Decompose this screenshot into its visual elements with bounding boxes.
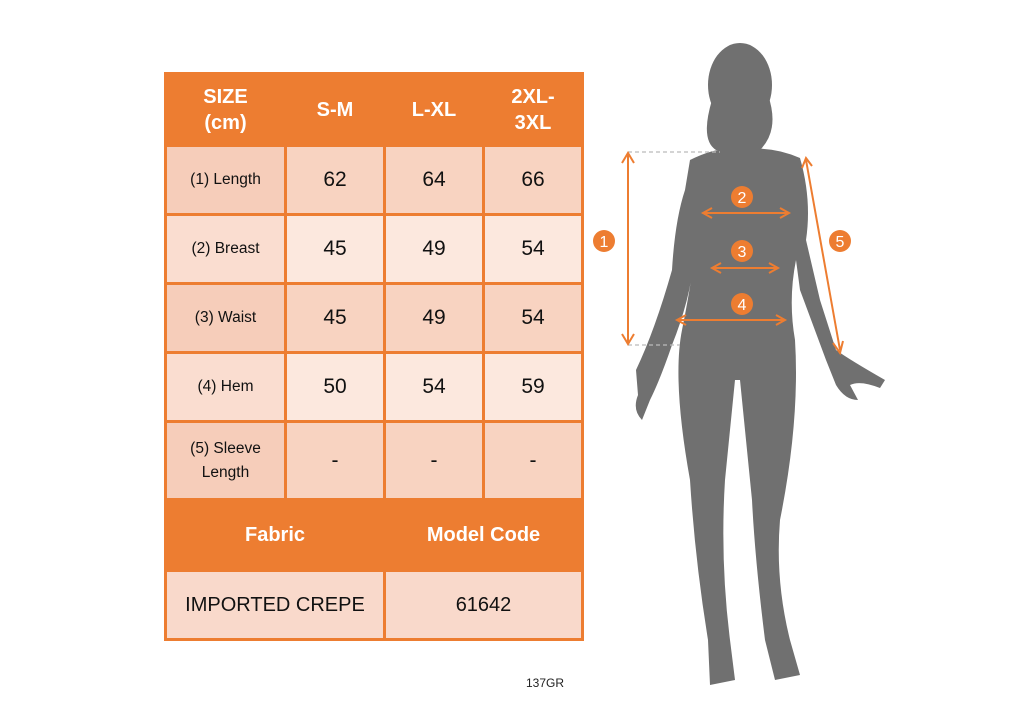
header-l-xl: L-XL: [383, 72, 485, 147]
table-row: (2) Breast 45 49 54: [164, 213, 584, 285]
cell: -: [284, 420, 386, 501]
table-row: (5) Sleeve Length - - -: [164, 420, 584, 501]
model-code-label: Model Code: [383, 498, 584, 572]
measure-markers: 1 2 3 4 5: [593, 186, 851, 315]
table-row: (1) Length 62 64 66: [164, 144, 584, 216]
row-label: (1) Length: [164, 144, 287, 216]
cell: 54: [482, 282, 584, 354]
cell: 54: [383, 351, 485, 423]
marker-2: 2: [738, 190, 747, 207]
cell: -: [383, 420, 485, 501]
fabric-row: IMPORTED CREPE 61642: [164, 569, 584, 641]
marker-4: 4: [738, 297, 747, 314]
silhouette: [635, 43, 885, 686]
product-code: 137GR: [526, 676, 565, 690]
header-row: SIZE (cm) S-M L-XL 2XL-3XL: [164, 72, 584, 147]
table-row: (3) Waist 45 49 54: [164, 282, 584, 354]
body-silhouette-figure: 1 2 3 4 5: [593, 43, 885, 686]
header-2xl-3xl: 2XL-3XL: [482, 72, 584, 147]
cell: 49: [383, 213, 485, 285]
cell: 59: [482, 351, 584, 423]
row-label: (4) Hem: [164, 351, 287, 423]
model-code-value: 61642: [383, 569, 584, 641]
fabric-label: Fabric: [164, 498, 386, 572]
cell: 49: [383, 282, 485, 354]
cell: 45: [284, 282, 386, 354]
marker-1: 1: [600, 234, 609, 251]
marker-3: 3: [738, 244, 747, 261]
cell: 62: [284, 144, 386, 216]
marker-5: 5: [836, 234, 845, 251]
cell: 50: [284, 351, 386, 423]
fabric-header-row: Fabric Model Code: [164, 498, 584, 572]
cell: 54: [482, 213, 584, 285]
table-row: (4) Hem 50 54 59: [164, 351, 584, 423]
size-chart-table: SIZE (cm) S-M L-XL 2XL-3XL (1) Length 62…: [164, 72, 584, 641]
cell: 45: [284, 213, 386, 285]
measure-lines: [621, 151, 844, 356]
cell: 64: [383, 144, 485, 216]
cell: 66: [482, 144, 584, 216]
row-label: (3) Waist: [164, 282, 287, 354]
header-size: SIZE (cm): [164, 72, 287, 147]
fabric-value: IMPORTED CREPE: [164, 569, 386, 641]
cell: -: [482, 420, 584, 501]
row-label: (2) Breast: [164, 213, 287, 285]
row-label: (5) Sleeve Length: [164, 420, 287, 501]
header-s-m: S-M: [284, 72, 386, 147]
